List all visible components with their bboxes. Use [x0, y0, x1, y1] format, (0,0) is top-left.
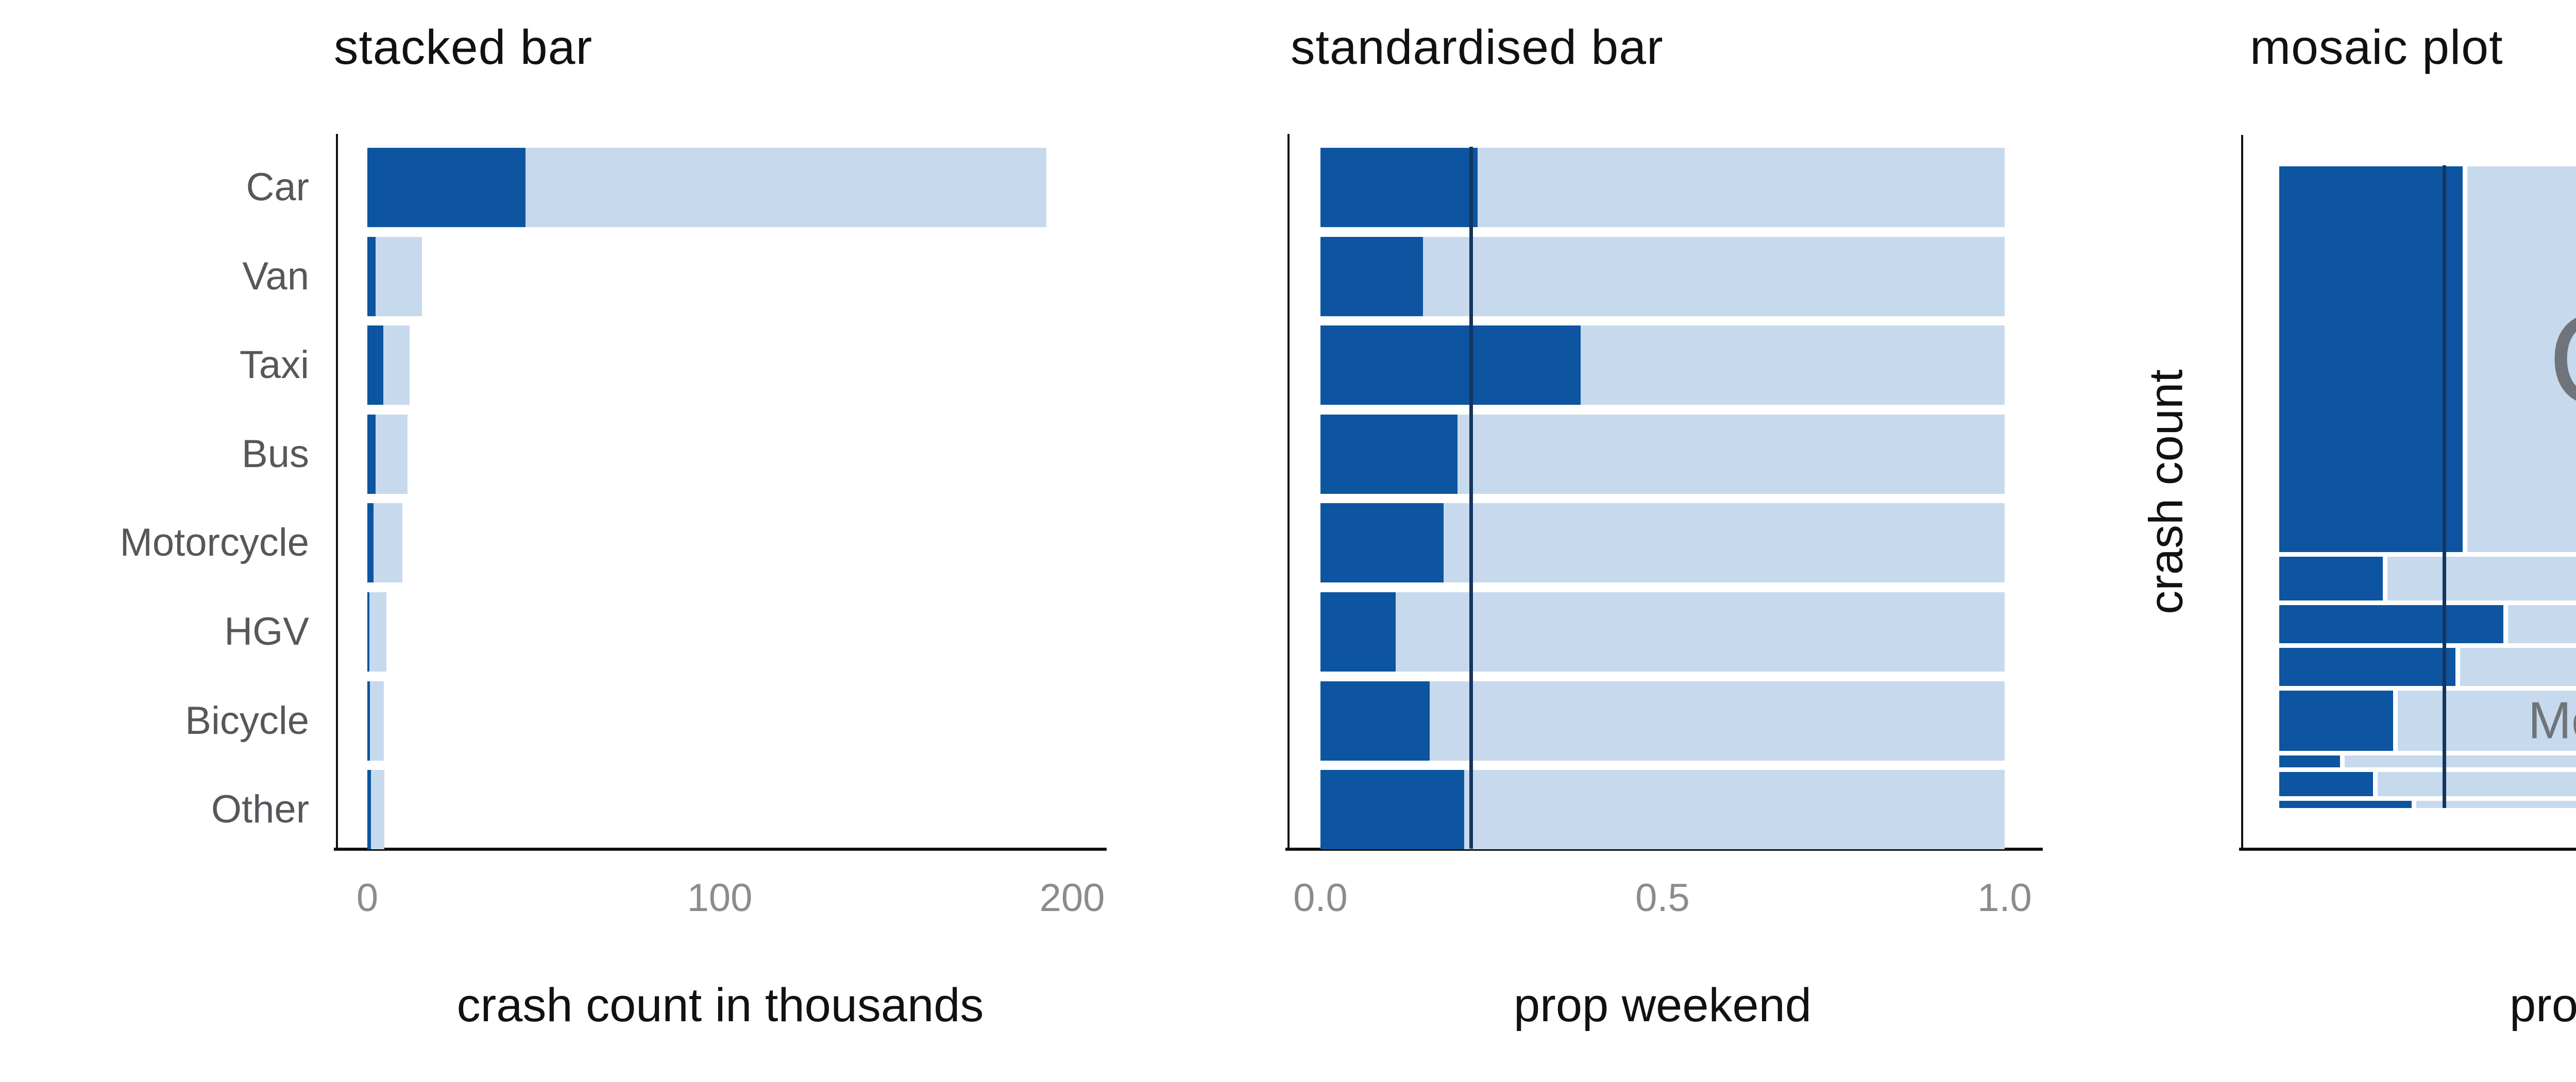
bar-segment-weekend: [367, 148, 526, 227]
mosaic-tile-weekday-hgv: [2344, 755, 2576, 767]
bar-segment-weekday: [1430, 681, 2005, 761]
bar-segment-weekday: [526, 148, 1047, 227]
bar-segment-weekday: [369, 592, 386, 672]
x-tick-label: 200: [1039, 876, 1105, 920]
panel-title-stacked-bar: stacked bar: [334, 20, 593, 75]
bar-row-bicycle: [367, 681, 384, 761]
category-label-other: Other: [211, 787, 309, 832]
mosaic-tile-weekday-bus: [2460, 647, 2576, 686]
bar-segment-weekend: [1320, 414, 1458, 494]
mosaic-tile-weekday-car: [2467, 166, 2576, 553]
y-axis-spine: [336, 134, 338, 851]
std-bar-row-taxi: [1320, 325, 2005, 405]
mosaic-tile-weekend-bus: [2279, 647, 2455, 686]
mosaic-tile-weekday-bicycle: [2377, 771, 2576, 796]
mosaic-row-label-motorcycle: Motorcycle: [2528, 692, 2576, 750]
bar-segment-weekday: [1444, 503, 2005, 583]
mosaic-tile-weekday-taxi: [2507, 605, 2576, 643]
mosaic-row-label-car: Car: [2548, 294, 2576, 425]
bar-segment-weekend: [367, 503, 374, 583]
category-label-taxi: Taxi: [239, 343, 309, 387]
bar-segment-weekend: [1320, 325, 1581, 405]
bar-row-car: [367, 148, 1047, 227]
bar-segment-weekday: [370, 770, 384, 850]
bar-segment-weekend: [1320, 236, 1423, 316]
bar-segment-weekday: [1478, 148, 2005, 227]
bar-segment-weekend: [1320, 148, 1478, 227]
bar-segment-weekend: [367, 681, 370, 761]
mosaic-tile-weekday-other: [2416, 800, 2576, 808]
reference-line: [2442, 165, 2446, 808]
y-axis-spine: [2241, 135, 2243, 851]
mosaic-tile-weekend-other: [2279, 800, 2412, 808]
std-bar-row-other: [1320, 770, 2005, 850]
mosaic-tile-weekday-motorcycle: [2398, 691, 2576, 751]
x-axis-title: crash count in thousands: [456, 979, 984, 1032]
bar-segment-weekend: [367, 236, 376, 316]
bar-segment-weekend: [1320, 592, 1396, 672]
bar-segment-weekday: [374, 503, 403, 583]
panel-mosaic: mosaic plot crash count CarVanTaxiBusMot…: [2112, 0, 2576, 1082]
x-axis-line: [2239, 848, 2576, 851]
category-label-car: Car: [246, 165, 309, 209]
bar-segment-weekend: [1320, 770, 1464, 850]
panel-stacked-bar: stacked bar Car Van Taxi Bus Motorcycle HGV Bi…: [0, 0, 1185, 1082]
mosaic-tile-weekend-motorcycle: [2279, 691, 2393, 751]
x-axis-line: [334, 848, 1107, 851]
x-tick-label: 0.5: [1635, 876, 1690, 920]
category-label-van: Van: [242, 254, 309, 298]
x-axis-title: prop weekend: [1514, 979, 1811, 1032]
bar-segment-weekday: [1457, 414, 2005, 494]
x-tick-label: 1.0: [1977, 876, 2032, 920]
std-bar-row-bus: [1320, 414, 2005, 494]
bar-row-taxi: [367, 325, 410, 405]
bar-row-bus: [367, 414, 408, 494]
category-label-motorcycle: Motorcycle: [120, 521, 309, 565]
mosaic-tile-weekend-van: [2279, 557, 2383, 601]
bar-segment-weekday: [1423, 236, 2005, 316]
bar-segment-weekend: [367, 414, 376, 494]
bar-segment-weekend: [1320, 503, 1444, 583]
bar-segment-weekday: [375, 414, 408, 494]
bar-segment-weekend: [1320, 681, 1430, 761]
x-tick-label: 0: [356, 876, 379, 920]
reference-line: [1469, 147, 1473, 849]
category-label-bus: Bus: [242, 432, 309, 476]
panel-title-mosaic: mosaic plot: [2250, 20, 2503, 75]
std-bar-row-motorcycle: [1320, 503, 2005, 583]
x-tick-label: 100: [687, 876, 753, 920]
y-axis-title: crash count: [2140, 369, 2193, 614]
std-bar-row-van: [1320, 236, 2005, 316]
bar-segment-weekday: [370, 681, 384, 761]
std-bar-row-car: [1320, 148, 2005, 227]
panel-standardised-bar: standardised bar 0.0 0.5 1.0 prop weeken…: [1185, 0, 2112, 1082]
x-axis-title: prop weekend: [2510, 979, 2576, 1032]
bar-segment-weekend: [367, 325, 383, 405]
bar-segment-weekday: [1580, 325, 2005, 405]
x-tick-label: 0.0: [1293, 876, 1348, 920]
mosaic-tile-weekend-car: [2279, 166, 2463, 553]
bar-segment-weekend: [367, 770, 371, 850]
mosaic-tile-weekday-van: [2387, 557, 2576, 601]
bar-segment-weekday: [383, 325, 410, 405]
bar-segment-weekday: [375, 236, 422, 316]
mosaic-tile-weekend-hgv: [2279, 755, 2340, 767]
y-axis-spine: [1287, 134, 1290, 851]
category-label-bicycle: Bicycle: [185, 698, 309, 743]
bar-segment-weekend: [367, 592, 370, 672]
bar-row-motorcycle: [367, 503, 403, 583]
bar-row-hgv: [367, 592, 386, 672]
std-bar-row-hgv: [1320, 592, 2005, 672]
bar-row-van: [367, 236, 422, 316]
bar-row-other: [367, 770, 384, 850]
std-bar-row-bicycle: [1320, 681, 2005, 761]
bar-segment-weekday: [1396, 592, 2005, 672]
bar-segment-weekday: [1464, 770, 2005, 850]
panel-title-standardised-bar: standardised bar: [1291, 20, 1664, 75]
mosaic-tile-weekend-taxi: [2279, 605, 2503, 643]
category-label-hgv: HGV: [224, 610, 309, 654]
mosaic-tile-weekend-bicycle: [2279, 771, 2373, 796]
